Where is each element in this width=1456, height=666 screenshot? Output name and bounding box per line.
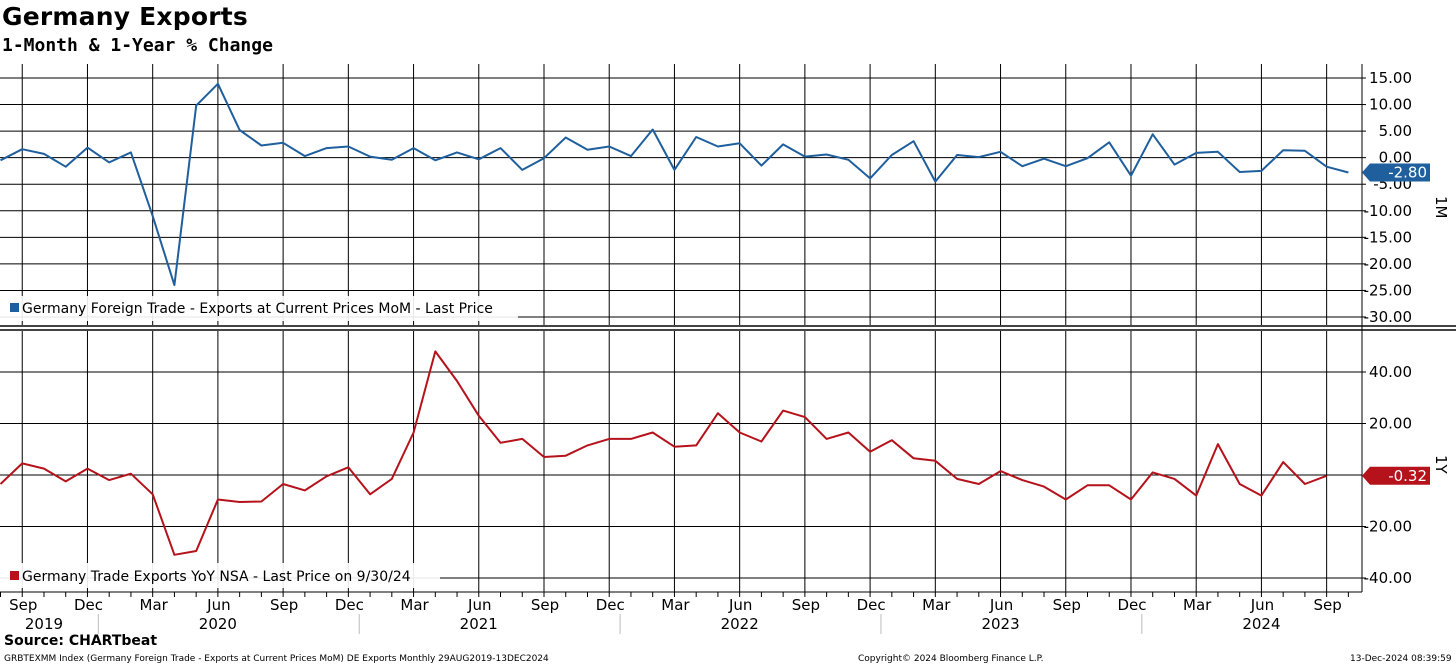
x-year-label: 2024 xyxy=(1242,615,1280,633)
x-tick-label: Sep xyxy=(792,596,820,614)
y-tick-label: -20.00 xyxy=(1364,255,1412,273)
panel-label-1m: 1M xyxy=(1432,196,1450,219)
x-tick-label: Jun xyxy=(989,596,1013,614)
x-tick-label: Dec xyxy=(74,596,103,614)
x-tick-label: Sep xyxy=(270,596,298,614)
y-tick-label: -15.00 xyxy=(1364,228,1412,246)
y-tick-label: 20.00 xyxy=(1369,415,1412,433)
x-tick-label: Dec xyxy=(857,596,886,614)
grid-layer xyxy=(0,64,1362,592)
panel-label-1y: 1Y xyxy=(1432,455,1450,475)
x-tick-label: Dec xyxy=(335,596,364,614)
y-tick-label: 0.00 xyxy=(1379,149,1412,167)
x-year-label: 2022 xyxy=(721,615,759,633)
x-tick-label: Dec xyxy=(596,596,625,614)
x-tick-label: Jun xyxy=(728,596,752,614)
series-line-mom xyxy=(0,82,1349,287)
x-tick-label: Mar xyxy=(1183,596,1212,614)
x-tick-label: Mar xyxy=(661,596,690,614)
x-tick-label: Mar xyxy=(400,596,429,614)
x-tick-label: Dec xyxy=(1117,596,1146,614)
legend-swatch-yoy xyxy=(10,571,19,580)
x-tick-label: Mar xyxy=(922,596,951,614)
x-tick-label: Mar xyxy=(140,596,169,614)
y-tick-label: -20.00 xyxy=(1364,518,1412,536)
y-tick-label: 10.00 xyxy=(1369,96,1412,114)
x-tick-label: Sep xyxy=(531,596,559,614)
footer-left: GRBTEXMM Index (Germany Foreign Trade - … xyxy=(4,654,549,664)
footer-right: 13-Dec-2024 08:39:59 xyxy=(1350,654,1452,664)
y-tick-label: 40.00 xyxy=(1369,363,1412,381)
series-line-yoy xyxy=(0,350,1327,556)
y-tick-label: 15.00 xyxy=(1369,69,1412,87)
legend-label-yoy: Germany Trade Exports YoY NSA - Last Pri… xyxy=(22,569,411,585)
legend-swatch-mom xyxy=(10,303,19,312)
y-tick-label: -25.00 xyxy=(1364,281,1412,299)
x-year-label: 2023 xyxy=(981,615,1019,633)
x-tick-label: Sep xyxy=(1053,596,1081,614)
chart-subtitle: 1-Month & 1-Year % Change xyxy=(2,35,273,56)
x-tick-label: Sep xyxy=(9,596,37,614)
x-year-label: 2021 xyxy=(460,615,498,633)
x-tick-label: Jun xyxy=(467,596,491,614)
y-tick-label: -30.00 xyxy=(1364,308,1412,326)
footer-center: Copyright© 2024 Bloomberg Finance L.P. xyxy=(858,654,1044,664)
legend-box-yoy xyxy=(0,563,440,588)
x-year-label: 2020 xyxy=(199,615,237,633)
chart-title: Germany Exports xyxy=(2,2,248,31)
svg-text:-2.80: -2.80 xyxy=(1388,164,1427,182)
last-value-flag-mom: -2.80 xyxy=(1362,163,1430,182)
last-value-flag-yoy: -0.32 xyxy=(1362,466,1430,485)
series-layer xyxy=(0,82,1349,556)
legend-label-mom: Germany Foreign Trade - Exports at Curre… xyxy=(22,301,493,317)
source-note: Source: CHARTbeat xyxy=(4,633,158,649)
x-tick-label: Jun xyxy=(206,596,230,614)
y-tick-label: 5.00 xyxy=(1379,122,1412,140)
legend-box-mom xyxy=(0,296,518,321)
x-tick-label: Sep xyxy=(1313,596,1341,614)
x-tick-label: Jun xyxy=(1250,596,1274,614)
y-tick-label: -10.00 xyxy=(1364,202,1412,220)
svg-text:-0.32: -0.32 xyxy=(1388,467,1427,485)
y-tick-label: -40.00 xyxy=(1364,569,1412,587)
axis-layer: 15.0010.005.000.00-5.00-10.00-15.00-20.0… xyxy=(0,64,1456,634)
x-year-label: 2019 xyxy=(25,615,63,633)
